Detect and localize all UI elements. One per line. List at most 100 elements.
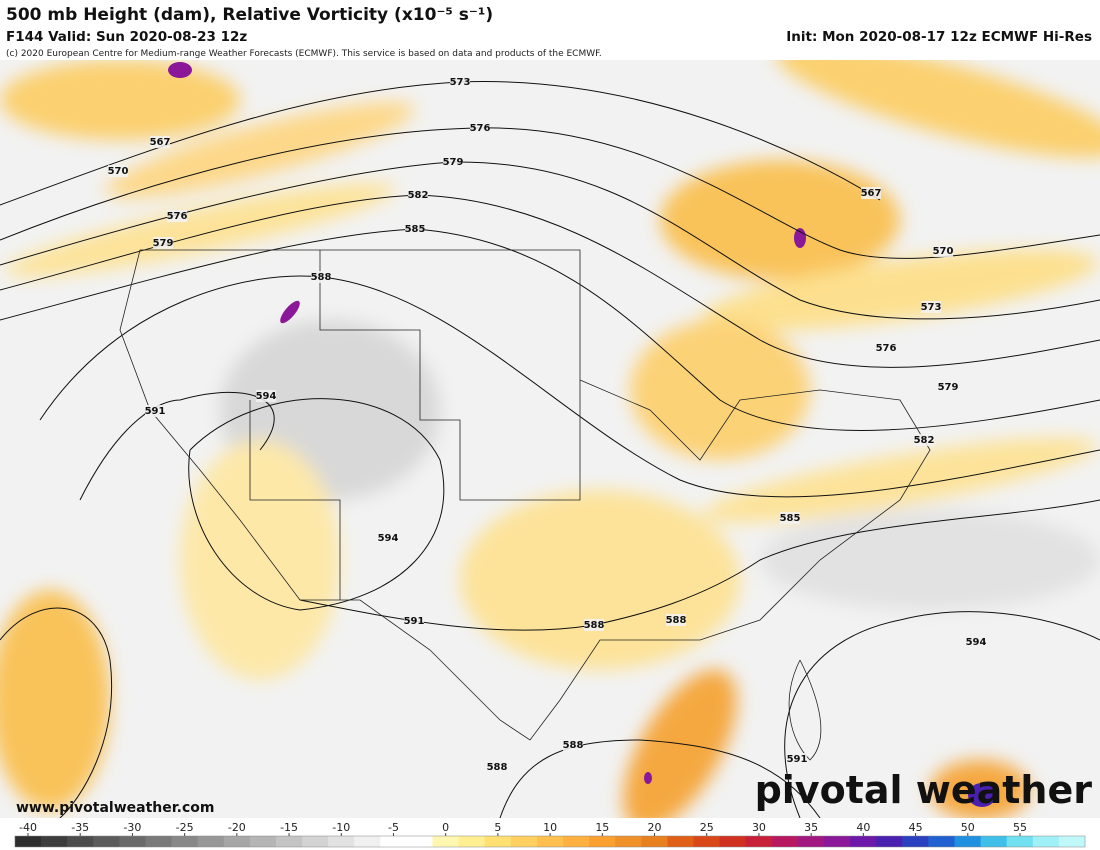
colorbar-segment — [1032, 836, 1060, 847]
map: 573 576 579 582 585 588 591 594 594 591 588 588 588 5… — [0, 60, 1100, 818]
contour-label-bg — [584, 619, 604, 631]
colorbar-segment — [67, 836, 94, 847]
colorbar-tick-label: -5 — [388, 821, 399, 834]
colorbar-segment — [14, 836, 42, 847]
colorbar-segment — [797, 836, 825, 847]
colorbar-tick-label: 35 — [804, 821, 818, 834]
contour-labels: 573 576 579 582 585 588 591 594 594 591 588 588 588 5… — [108, 76, 986, 773]
colorbar-segment — [771, 836, 799, 847]
contour-label-bg — [145, 405, 165, 417]
colorbar-segment — [171, 836, 199, 847]
colorbar-tick-label: -10 — [332, 821, 350, 834]
colorbar-segment — [850, 836, 877, 847]
boundaries — [119, 249, 931, 761]
colorbar-segment — [693, 836, 721, 847]
contour-label: 567 — [861, 188, 882, 199]
colorbar-segment — [928, 836, 956, 847]
colorbar-segment — [406, 836, 434, 847]
colorbar-segment — [954, 836, 982, 847]
colorbar-segment — [1006, 836, 1034, 847]
colorbar-segment — [249, 836, 277, 847]
colorbar-segment — [980, 836, 1008, 847]
colorbar: -40 -35 -30 -25 -20 -15 -10 -5 0 5 10 15 20 25 30 35 40 4… — [14, 821, 1086, 848]
contour-label-bg — [487, 761, 507, 773]
colorbar-tick-label: -15 — [280, 821, 298, 834]
contour-label-bg — [150, 136, 170, 148]
contour-label-bg — [470, 122, 490, 134]
colorbar-tick-label: -30 — [123, 821, 141, 834]
colorbar-segment — [197, 836, 225, 847]
colorbar-segment — [119, 836, 146, 847]
contour-label-bg — [153, 237, 173, 249]
colorbar-segment — [354, 836, 381, 847]
contour-label-bg — [876, 342, 896, 354]
contour-label-bg — [914, 434, 934, 446]
contour-label: 594 — [378, 533, 399, 544]
contour-label: 591 — [404, 616, 425, 627]
contour-label-bg — [861, 187, 881, 199]
colorbar-segment — [902, 836, 929, 847]
contour-label-bg — [408, 189, 428, 201]
contour-label-bg — [966, 636, 986, 648]
contour-label: 588 — [666, 615, 687, 626]
colorbar-tick-label: 55 — [1013, 821, 1027, 834]
colorbar-tick-label: 0 — [442, 821, 449, 834]
valid-time: F144 Valid: Sun 2020-08-23 12z — [6, 29, 247, 45]
contour-label: 594 — [256, 391, 277, 402]
colorbar-tick-label: 5 — [494, 821, 501, 834]
contour-label-bg — [108, 165, 128, 177]
colorbar-segment — [641, 836, 668, 847]
contour-label: 585 — [780, 513, 801, 524]
colorbar-tick-label: -20 — [228, 821, 246, 834]
contour-label: 591 — [787, 754, 808, 765]
colorbar-segment — [458, 836, 486, 847]
contour-label: 576 — [876, 343, 897, 354]
contour-label: 588 — [311, 272, 332, 283]
contour-label: 588 — [584, 620, 605, 631]
colorbar-tick-label: 20 — [648, 821, 662, 834]
contour-label-bg — [450, 76, 470, 88]
colorbar-segment — [563, 836, 590, 847]
contour-label-bg — [933, 245, 953, 257]
copyright: (c) 2020 European Centre for Medium-rang… — [6, 49, 602, 59]
contour-label: 570 — [108, 166, 129, 177]
colorbar-tick-label: 50 — [961, 821, 975, 834]
colorbar-segment — [275, 836, 303, 847]
contour-label-bg — [666, 614, 686, 626]
colorbar-segment — [93, 836, 120, 847]
colorbar-segment — [484, 836, 512, 847]
contour-label: 591 — [145, 406, 166, 417]
logo: pivotal weather — [755, 768, 1093, 812]
contour-label-bg — [378, 532, 398, 544]
contour-label: 570 — [933, 246, 954, 257]
contour-label-bg — [780, 512, 800, 524]
colorbar-segment — [380, 836, 407, 847]
contour-label: 573 — [450, 77, 471, 88]
colorbar-segment — [223, 836, 251, 847]
colorbar-tick-label: 30 — [752, 821, 766, 834]
colorbar-tick-label: 15 — [595, 821, 609, 834]
colorbar-segment — [745, 836, 773, 847]
colorbar-tick-label: 10 — [543, 821, 557, 834]
contour-label-bg — [311, 271, 331, 283]
contour-label-bg — [938, 381, 958, 393]
contour-label: 588 — [563, 740, 584, 751]
website: www.pivotalweather.com — [16, 800, 215, 816]
colorbar-tick-label: -40 — [19, 821, 37, 834]
contour-label: 579 — [938, 382, 959, 393]
height-contours — [0, 81, 1100, 818]
colorbar-segment — [876, 836, 903, 847]
contour-label-bg — [443, 156, 463, 168]
colorbar-segment — [719, 836, 747, 847]
colorbar-segment — [667, 836, 695, 847]
contour-label: 585 — [405, 224, 426, 235]
colorbar-tick-label: 45 — [909, 821, 923, 834]
title: 500 mb Height (dam), Relative Vorticity … — [6, 5, 493, 25]
contour-label: 582 — [914, 435, 935, 446]
colorbar-segment — [824, 836, 851, 847]
contour-label: 579 — [443, 157, 464, 168]
contour-label: 582 — [408, 190, 429, 201]
contour-label: 576 — [470, 123, 491, 134]
colorbar-tick-label: 40 — [856, 821, 870, 834]
